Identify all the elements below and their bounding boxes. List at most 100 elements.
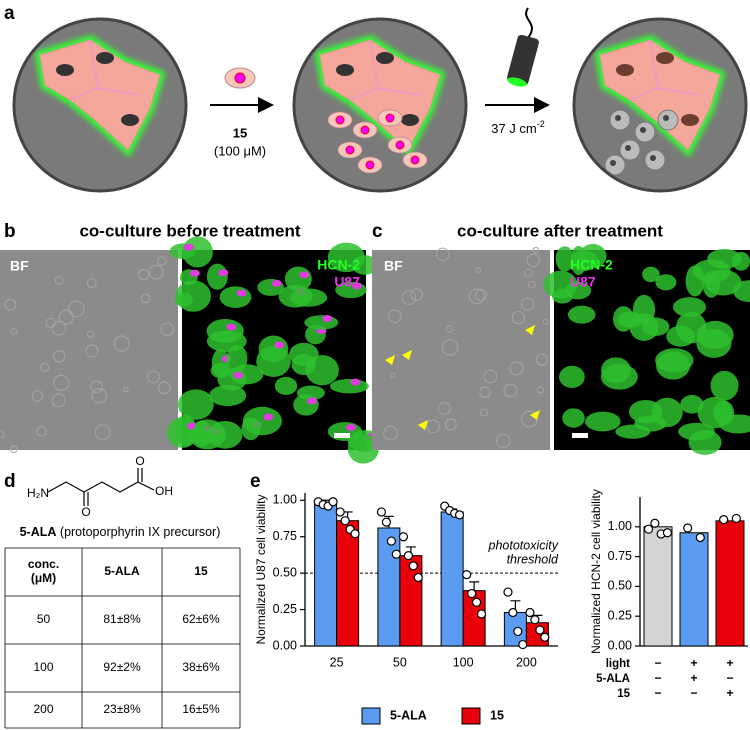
u87-cell (189, 269, 200, 277)
u87-cell (345, 424, 356, 432)
hcn2-cell (600, 363, 638, 390)
hcn2-cell (655, 274, 677, 291)
nucleus (401, 114, 419, 126)
bf-texture (90, 380, 103, 394)
bf-texture (483, 369, 498, 384)
data-point (398, 532, 409, 542)
bf-texture (520, 297, 535, 311)
atom: O (135, 454, 144, 468)
x-tick-label: 50 (393, 655, 407, 669)
bar (336, 520, 360, 647)
bf-texture (51, 321, 67, 336)
y-tick-label: 1.00 (273, 493, 297, 507)
channel-label: HCN-2 (570, 257, 613, 273)
scale-bar (334, 433, 350, 438)
arrowhead (530, 410, 540, 420)
laser-tip (507, 77, 527, 87)
bf-texture (53, 350, 66, 363)
legend-swatch (361, 707, 381, 725)
hcn2-cell (329, 378, 369, 394)
bf-texture (54, 276, 64, 285)
bf-texture (390, 372, 396, 378)
decor (12, 7, 748, 193)
bf-texture (436, 247, 450, 261)
hcn2-cell (685, 265, 705, 297)
condition-sign: − (726, 671, 733, 685)
hcn2-cell (175, 280, 211, 312)
bf-texture (542, 318, 549, 325)
atom: O (81, 505, 90, 519)
cells (34, 35, 166, 158)
data-point (408, 561, 418, 571)
data-point (467, 588, 477, 599)
bf-texture (36, 426, 47, 437)
header-cell: conc. (28, 557, 59, 571)
bf-texture (475, 288, 488, 301)
header-cell: (μM) (31, 571, 56, 585)
data-point (508, 607, 518, 618)
cells (314, 35, 446, 174)
bf-texture (91, 388, 107, 404)
arrowhead (525, 325, 535, 335)
hcn2-cell (258, 335, 289, 363)
dead-nucleus (625, 145, 631, 151)
hcn2-cell (207, 420, 243, 449)
y-axis-label: Normalized HCN-2 cell viability (589, 489, 603, 654)
micrograph (0, 250, 178, 450)
bf-label: BF (10, 258, 29, 274)
u87-cell (350, 378, 361, 386)
panel-label: a (4, 3, 15, 24)
channel-label: U87 (334, 274, 360, 290)
data-point (513, 626, 523, 637)
condition-sign: − (690, 686, 697, 700)
data-point (340, 516, 350, 526)
atom: H₂N (27, 486, 49, 500)
panel-title: co-culture after treatment (457, 221, 663, 240)
bf-texture (479, 386, 491, 399)
bf-texture (147, 370, 160, 384)
bf-texture (426, 419, 440, 434)
hcn2-cell (641, 317, 670, 336)
hcn2-cell (672, 297, 707, 317)
panel-label: b (4, 221, 16, 242)
data-point (719, 515, 729, 525)
hcn2-cell (562, 408, 585, 428)
bf-texture (503, 383, 518, 398)
data-point (413, 572, 423, 583)
data-point (540, 632, 550, 642)
data-point (650, 518, 660, 528)
header-cell: 15 (194, 564, 208, 578)
bar (440, 511, 464, 647)
bf-texture (444, 418, 457, 431)
channel-label: HCN-2 (317, 257, 360, 273)
condition-sign: − (654, 686, 661, 700)
nucleus (376, 52, 394, 64)
hcn2-cell (710, 370, 739, 401)
data-point (403, 551, 413, 561)
bf-texture (532, 246, 540, 254)
hcn2-cell (293, 394, 319, 416)
panel-title: co-culture before treatment (79, 221, 300, 240)
y-tick-label: 0.00 (608, 638, 632, 652)
bf-texture (157, 256, 167, 266)
bf-texture (468, 288, 485, 305)
u87-cell (218, 269, 229, 277)
hcn2-cell (351, 255, 378, 275)
hcn2-cell (175, 414, 197, 446)
bf-texture (437, 401, 451, 415)
nucleus (336, 64, 354, 76)
bar (314, 502, 338, 647)
table-cell: 100 (33, 660, 53, 674)
table-cell: 38±6% (182, 660, 220, 674)
data-point (350, 529, 360, 539)
dead-nucleus (615, 115, 621, 121)
hcn2-cell (555, 246, 574, 272)
condition-sign: − (654, 671, 661, 685)
hcn2-cell (304, 315, 339, 330)
bar (377, 527, 401, 647)
fiber (525, 7, 533, 39)
bf-texture (68, 300, 85, 318)
hcn2-cell (567, 305, 596, 324)
dead-nucleus (610, 160, 616, 166)
